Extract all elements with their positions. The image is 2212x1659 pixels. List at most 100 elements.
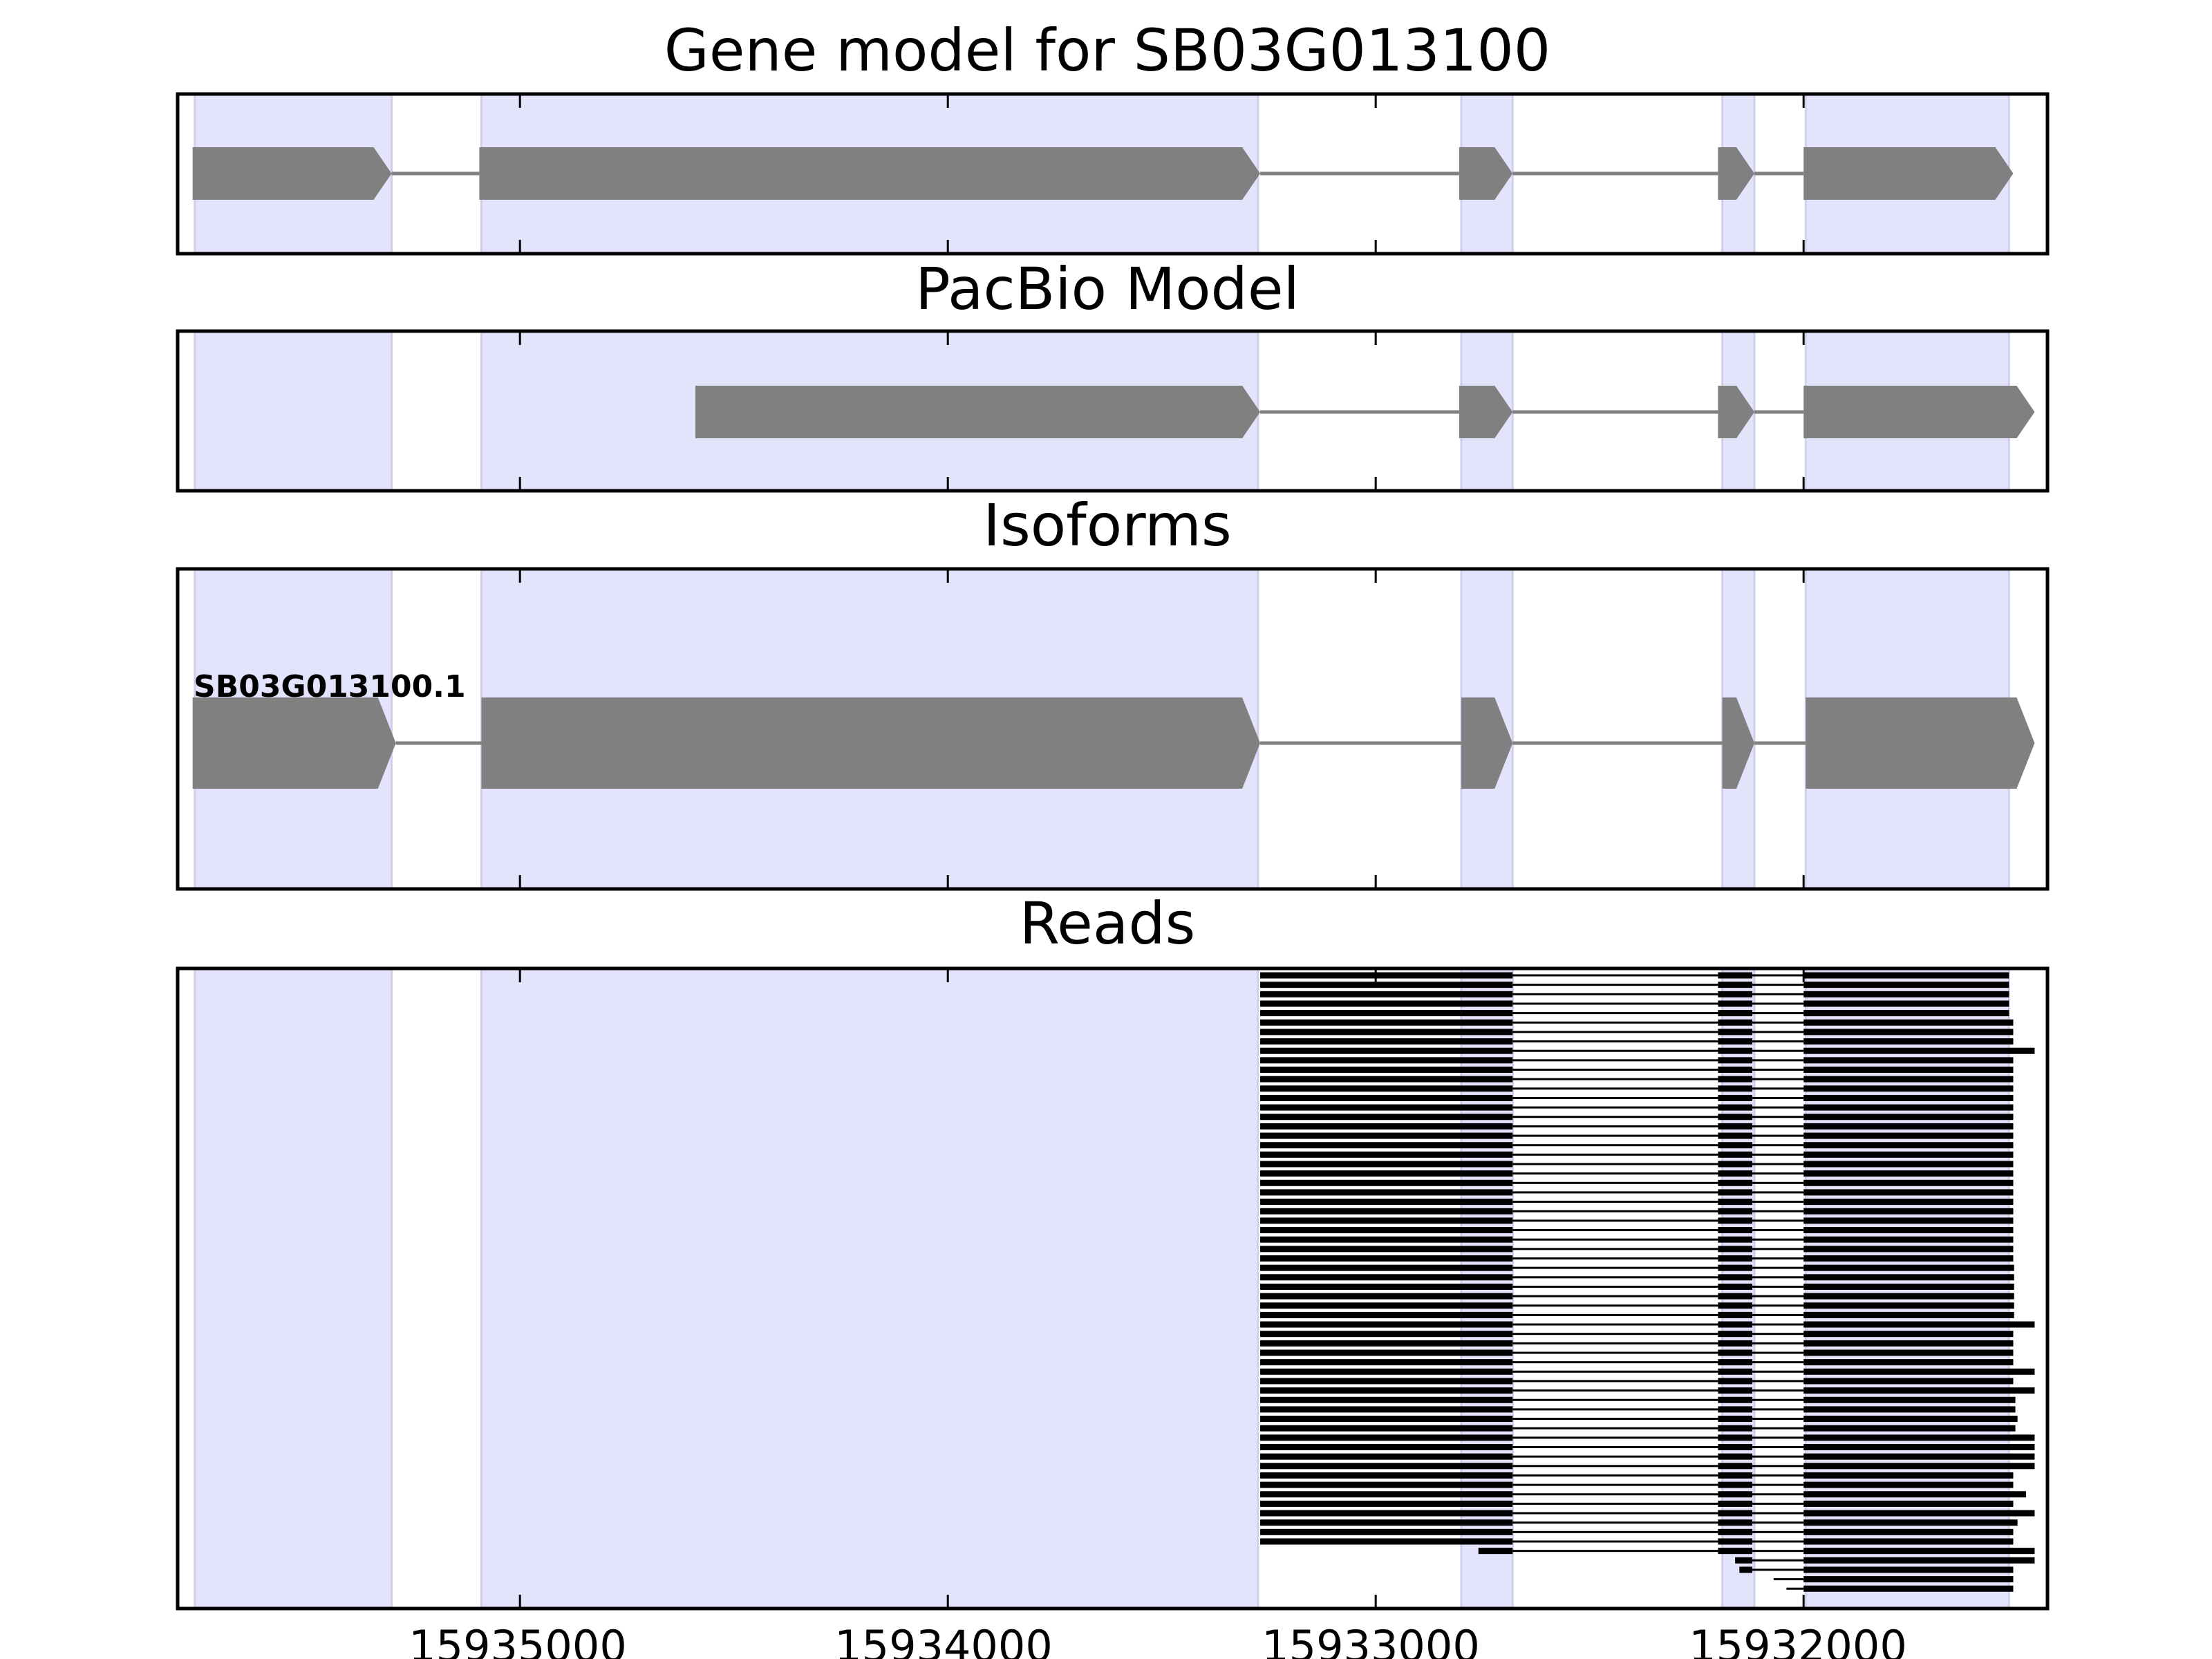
read-intron: [1512, 1059, 1718, 1062]
read-block: [1803, 1010, 2009, 1017]
read-block: [1718, 1274, 1752, 1281]
read-block: [1803, 1321, 2035, 1328]
read-block: [1718, 1067, 1752, 1073]
read-intron: [1752, 1304, 1804, 1307]
read-intron: [1512, 1370, 1718, 1373]
read-block: [1718, 1227, 1752, 1234]
read-intron: [1752, 1069, 1804, 1071]
read-block: [1461, 1094, 1513, 1101]
read-block: [1260, 1047, 1461, 1054]
read-block: [1260, 1359, 1461, 1366]
read-block: [1718, 972, 1752, 979]
read-block: [1803, 1208, 2014, 1215]
read-block: [1461, 1142, 1513, 1149]
read-block: [1461, 1057, 1513, 1064]
read-block: [1803, 1047, 2035, 1054]
read-intron: [1752, 1550, 1804, 1553]
exon-arrow: [1461, 697, 1513, 789]
read-block: [1260, 1264, 1461, 1271]
panel-frame: [176, 329, 2050, 493]
exon-arrow: [1718, 147, 1754, 200]
read-block: [1461, 1114, 1513, 1121]
read-block: [1260, 1217, 1461, 1224]
read-block: [1718, 1283, 1752, 1290]
read-block: [1260, 1491, 1461, 1498]
read-block: [1718, 1387, 1752, 1394]
read-block: [1461, 1519, 1513, 1526]
read-intron: [1512, 993, 1718, 995]
read-block: [1260, 1151, 1461, 1158]
read-block: [1461, 1406, 1513, 1413]
read-block: [1461, 1189, 1513, 1196]
read-block: [1260, 1142, 1461, 1149]
read-block: [1718, 1302, 1752, 1309]
exon-band: [194, 967, 393, 1610]
read-block: [1461, 1491, 1513, 1498]
read-block: [1718, 1311, 1752, 1318]
read-block: [1461, 1331, 1513, 1338]
read-block: [1803, 1359, 2014, 1366]
read-block: [1803, 1576, 2014, 1583]
read-intron: [1752, 1493, 1804, 1496]
read-block: [1461, 1227, 1513, 1234]
read-block: [1718, 991, 1752, 997]
read-intron: [1752, 1266, 1804, 1269]
read-intron: [1512, 1351, 1718, 1354]
read-block: [1718, 1076, 1752, 1082]
read-block: [1260, 1378, 1461, 1385]
read-block: [1803, 1387, 2035, 1394]
read-block: [1461, 1311, 1513, 1318]
read-block: [1260, 1444, 1461, 1450]
read-block: [1461, 1236, 1513, 1243]
read-intron: [1752, 1002, 1804, 1005]
read-block: [1461, 1349, 1513, 1356]
read-block: [1803, 1519, 2018, 1526]
read-block: [1803, 1585, 2014, 1592]
read-block: [1718, 1104, 1752, 1111]
read-block: [1260, 1179, 1461, 1186]
read-block: [1260, 1368, 1461, 1375]
read-intron: [1512, 1446, 1718, 1448]
read-block: [1803, 1000, 2009, 1007]
read-intron: [1773, 1578, 1804, 1581]
read-block: [1461, 1179, 1513, 1186]
read-block: [1803, 1161, 2014, 1168]
read-block: [1803, 1481, 2014, 1488]
read-block: [1461, 1000, 1513, 1007]
read-block: [1260, 1453, 1461, 1460]
read-block: [1718, 1264, 1752, 1271]
read-intron: [1752, 1257, 1804, 1259]
read-block: [1803, 1302, 2014, 1309]
read-block: [1718, 1510, 1752, 1517]
read-block: [1739, 1566, 1752, 1573]
read-block: [1718, 1085, 1752, 1092]
read-intron: [1512, 1361, 1718, 1364]
read-intron: [1752, 1031, 1804, 1033]
read-block: [1803, 1255, 2014, 1262]
read-block: [1461, 1208, 1513, 1215]
read-intron: [1512, 1521, 1718, 1524]
read-block: [1260, 1463, 1461, 1470]
read-intron: [1512, 1408, 1718, 1411]
read-block: [1803, 1434, 2035, 1441]
read-intron: [1752, 1370, 1804, 1373]
read-block: [1718, 1416, 1752, 1423]
read-intron: [1752, 1323, 1804, 1326]
read-block: [1260, 1321, 1461, 1328]
read-block: [1461, 1481, 1513, 1488]
read-intron: [1752, 1540, 1804, 1543]
read-block: [1803, 1538, 2014, 1545]
read-block: [1461, 1283, 1513, 1290]
read-block: [1803, 1246, 2014, 1253]
read-intron: [1512, 1096, 1718, 1099]
read-intron: [1512, 1144, 1718, 1147]
read-intron: [1512, 1257, 1718, 1259]
read-block: [1718, 1047, 1752, 1054]
read-block: [1260, 1528, 1461, 1535]
read-block: [1461, 1500, 1513, 1507]
read-block: [1718, 1293, 1752, 1300]
read-block: [1718, 1161, 1752, 1168]
read-intron: [1512, 1125, 1718, 1127]
exon-arrow: [481, 697, 1261, 789]
read-intron: [1752, 1248, 1804, 1250]
